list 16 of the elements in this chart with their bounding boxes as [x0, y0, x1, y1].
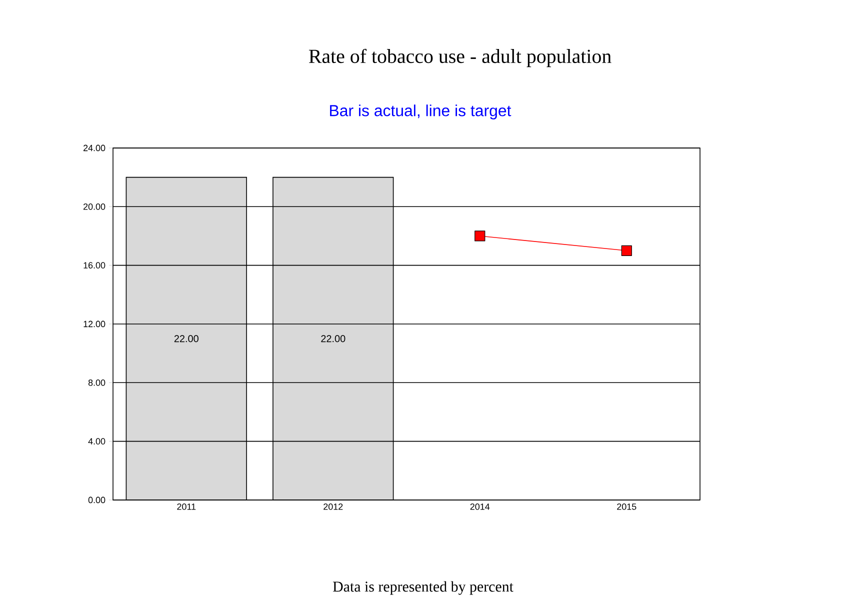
x-tick-label: 2012	[324, 504, 343, 510]
y-tick-label: 24.00	[84, 144, 106, 152]
x-tick-label: 2014	[470, 504, 490, 510]
text: Data is represented by percent	[332, 581, 514, 595]
y-tick-label: 8.00	[88, 379, 106, 386]
x-tick-label: 2015	[617, 504, 636, 510]
x-tick-label: 2011	[177, 504, 196, 510]
y-tick-label: 12.00	[84, 320, 106, 328]
chart-subtitle: Bar is actual, line is target	[330, 104, 512, 120]
data-label: 22.00	[321, 335, 346, 342]
y-tick-label: 16.00	[84, 262, 106, 268]
y-tick-label: 4.00	[88, 438, 106, 444]
y-tick-label: 0.00	[88, 496, 106, 504]
y-tick-label: 20.00	[84, 203, 106, 210]
chart-title: Rate of tobacco use - adult population	[308, 48, 612, 68]
data-label: 22.00	[174, 335, 198, 342]
